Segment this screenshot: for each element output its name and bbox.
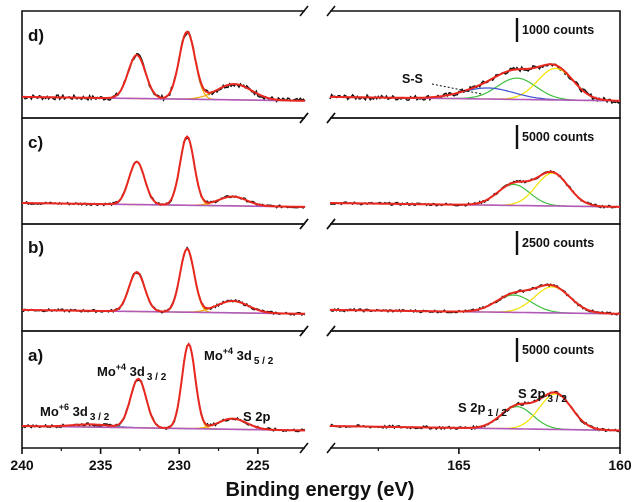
x-axis-label: Binding energy (eV) xyxy=(226,479,415,501)
scale-bar-label: 5000 counts xyxy=(522,343,594,357)
panel-label: b) xyxy=(28,238,44,257)
scale-bar-label: 5000 counts xyxy=(522,130,594,144)
axis-break-mark xyxy=(299,112,309,124)
component-peak xyxy=(22,271,305,315)
annotation-sup: +4 xyxy=(116,362,126,372)
fit-envelope xyxy=(22,342,305,432)
component-peak xyxy=(22,248,305,315)
axis-break-mark xyxy=(299,442,309,454)
axis-break-mark xyxy=(326,442,336,454)
x-axis: 240 235 230 225 165 160 xyxy=(10,448,632,473)
annotation-base: S 2p xyxy=(243,409,271,424)
annotation-base: Mo xyxy=(204,348,223,363)
fit-envelope xyxy=(22,30,305,102)
peak-annotation: S 2p 3 / 2 xyxy=(518,386,567,405)
panel-frame-left xyxy=(21,117,305,225)
annotation-sub: 3 / 2 xyxy=(147,372,167,383)
panel-label: d) xyxy=(28,26,44,45)
panel-b: b) 2500 counts xyxy=(21,218,621,337)
peak-annotation: Mo+6 3d 3 / 2 xyxy=(40,402,110,423)
s-s-annotation: S-S xyxy=(402,72,423,86)
peak-annotation: S 2p 1 / 2 xyxy=(458,400,507,419)
annotation-mid: 3d xyxy=(126,364,145,379)
panel-a: a) 5000 counts xyxy=(21,325,621,454)
annotation-mid: 3d xyxy=(233,348,252,363)
annotation-sub: 1 / 2 xyxy=(487,408,507,419)
x-tick-label: 225 xyxy=(246,457,270,473)
annotation-base: S 2p xyxy=(518,386,546,401)
fit-envelope xyxy=(22,247,305,315)
s-s-pointer xyxy=(431,83,482,95)
panel-label: c) xyxy=(28,133,43,152)
axis-break-mark xyxy=(326,5,336,17)
peak-annotation: Mo+4 3d 3 / 2 xyxy=(97,362,167,383)
fit-envelope xyxy=(330,391,620,432)
axis-break-mark xyxy=(299,325,309,337)
peak-annotation: S 2p xyxy=(243,409,271,424)
annotation-sup: +4 xyxy=(223,346,233,356)
annotation-sub: 3 / 2 xyxy=(90,412,110,423)
x-tick-label: 230 xyxy=(168,457,192,473)
component-peak xyxy=(330,172,620,208)
annotation-base: S 2p xyxy=(458,400,486,415)
axis-break-mark xyxy=(299,5,309,17)
component-peak xyxy=(22,31,305,102)
panel-frame-right xyxy=(330,330,621,449)
fit-envelope xyxy=(330,283,620,315)
x-tick-label: 160 xyxy=(608,457,632,473)
axis-break-mark xyxy=(326,325,336,337)
component-peak xyxy=(22,135,305,208)
x-tick-label: 240 xyxy=(10,457,34,473)
peak-annotations: Mo+6 3d 3 / 2Mo+4 3d 3 / 2Mo+4 3d 5 / 2S 2p… xyxy=(40,346,567,424)
panel-frame-left xyxy=(21,223,305,332)
scale-bar-label: 2500 counts xyxy=(522,236,594,250)
experimental-curve xyxy=(21,246,306,316)
annotation-base: Mo xyxy=(40,404,59,419)
annotation-sub: 3 / 2 xyxy=(547,394,567,405)
x-tick-label: 165 xyxy=(447,457,471,473)
panel-d: d) 1000 counts S-S xyxy=(21,5,621,124)
annotation-mid: 3d xyxy=(69,404,88,419)
panel-c: c) 5000 counts xyxy=(21,112,621,230)
axis-break-mark xyxy=(326,218,336,230)
experimental-curve xyxy=(21,30,306,103)
component-peak xyxy=(22,161,305,208)
axis-break-mark xyxy=(326,112,336,124)
fit-envelope xyxy=(330,170,620,208)
panel-frame-left xyxy=(21,10,305,119)
peak-annotation: Mo+4 3d 5 / 2 xyxy=(204,346,274,367)
panels-group: d) 1000 counts S-S c) 5000 counts b) 2500 coun… xyxy=(21,5,621,454)
panel-frame-left xyxy=(21,330,305,449)
annotation-sub: 5 / 2 xyxy=(254,356,274,367)
fit-envelope xyxy=(330,63,620,102)
x-tick-label: 235 xyxy=(89,457,113,473)
annotation-base: Mo xyxy=(97,364,116,379)
axis-break-mark xyxy=(299,218,309,230)
experimental-curve xyxy=(21,136,306,209)
panel-label: a) xyxy=(28,346,43,365)
experimental-curve xyxy=(329,169,621,209)
fit-envelope xyxy=(22,135,305,208)
annotation-sup: +6 xyxy=(59,402,69,412)
scale-bar-label: 1000 counts xyxy=(522,23,594,37)
component-peak xyxy=(22,54,305,102)
